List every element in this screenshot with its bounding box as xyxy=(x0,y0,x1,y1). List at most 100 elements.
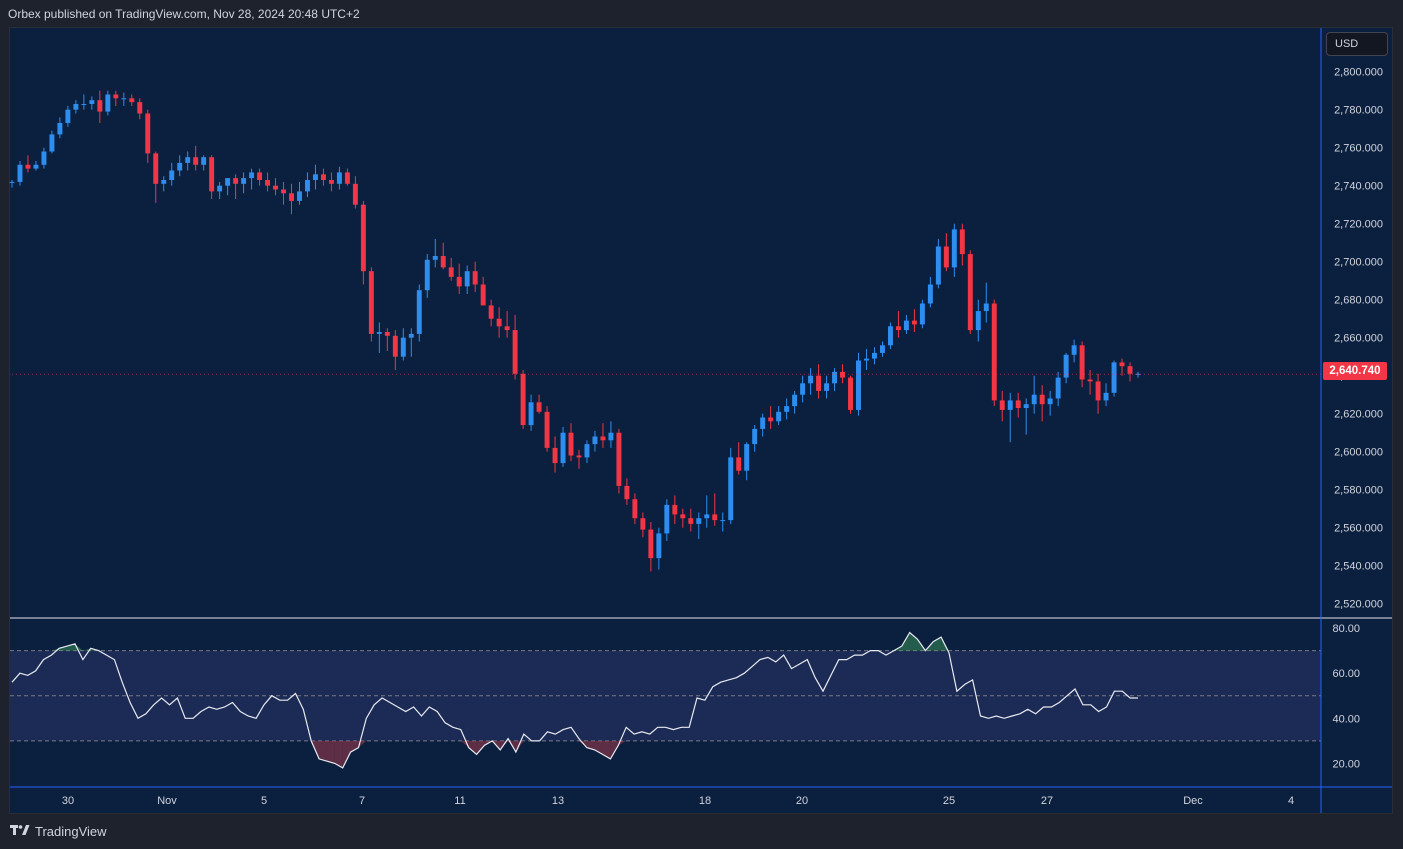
candle[interactable] xyxy=(911,309,917,332)
candle[interactable] xyxy=(816,364,822,399)
rsi-axis[interactable]: 80.00 60.00 40.00 20.00 xyxy=(1332,623,1360,770)
candle[interactable] xyxy=(720,512,726,532)
candle[interactable] xyxy=(688,508,694,532)
candle[interactable] xyxy=(632,493,638,524)
candle[interactable] xyxy=(840,364,846,384)
candle[interactable] xyxy=(97,90,103,123)
candle[interactable] xyxy=(1055,371,1061,407)
candle[interactable] xyxy=(496,307,502,338)
candle[interactable] xyxy=(927,276,933,308)
candle[interactable] xyxy=(895,311,901,338)
candle[interactable] xyxy=(544,406,550,452)
candle[interactable] xyxy=(864,349,869,370)
candle[interactable] xyxy=(416,284,422,342)
candle[interactable] xyxy=(336,166,342,190)
candle[interactable] xyxy=(712,493,718,526)
candle[interactable] xyxy=(265,172,271,192)
candle[interactable] xyxy=(488,299,494,327)
candle[interactable] xyxy=(312,164,318,190)
candle[interactable] xyxy=(784,398,790,420)
currency-button[interactable]: USD xyxy=(1326,32,1388,56)
candle[interactable] xyxy=(273,178,279,196)
candle[interactable] xyxy=(185,151,191,171)
candle[interactable] xyxy=(848,375,853,414)
candle[interactable] xyxy=(480,276,486,306)
candle[interactable] xyxy=(999,390,1005,422)
candle[interactable] xyxy=(440,242,446,270)
candle[interactable] xyxy=(1079,341,1085,388)
candle[interactable] xyxy=(648,522,654,572)
candle[interactable] xyxy=(983,282,989,323)
candle[interactable] xyxy=(560,427,566,467)
candle[interactable] xyxy=(432,238,438,268)
candle[interactable] xyxy=(169,162,175,186)
candle[interactable] xyxy=(384,328,390,351)
candle[interactable] xyxy=(520,370,526,429)
candle[interactable] xyxy=(680,508,686,528)
candle[interactable] xyxy=(145,109,151,163)
candle[interactable] xyxy=(1103,383,1109,407)
candle[interactable] xyxy=(448,257,454,281)
candle[interactable] xyxy=(57,117,63,139)
candle[interactable] xyxy=(105,90,111,116)
candle[interactable] xyxy=(1119,358,1125,376)
candle[interactable] xyxy=(1127,362,1133,382)
candle[interactable] xyxy=(81,94,87,110)
candle[interactable] xyxy=(1095,373,1101,414)
candle[interactable] xyxy=(400,328,406,361)
candle[interactable] xyxy=(664,499,670,541)
candle[interactable] xyxy=(512,314,518,380)
candle[interactable] xyxy=(241,172,247,194)
candle[interactable] xyxy=(728,447,734,524)
candle[interactable] xyxy=(656,527,662,570)
time-axis[interactable]: 30 Nov 5 7 11 13 18 20 25 27 Dec 4 xyxy=(62,795,1294,807)
candle[interactable] xyxy=(201,155,207,171)
candle[interactable] xyxy=(975,299,981,342)
candle[interactable] xyxy=(472,261,478,293)
candle[interactable] xyxy=(832,368,838,391)
candle[interactable] xyxy=(592,430,598,452)
candle[interactable] xyxy=(696,512,702,540)
candle[interactable] xyxy=(1111,360,1117,397)
candle[interactable] xyxy=(193,145,199,171)
candle[interactable] xyxy=(89,96,95,110)
candle[interactable] xyxy=(744,442,750,481)
candle[interactable] xyxy=(456,263,462,294)
candle[interactable] xyxy=(991,299,997,407)
rsi-pane[interactable] xyxy=(10,631,1321,769)
candle[interactable] xyxy=(824,375,830,399)
candle[interactable] xyxy=(257,168,263,186)
candle[interactable] xyxy=(568,423,574,462)
candle[interactable] xyxy=(408,328,414,357)
candle[interactable] xyxy=(536,394,542,414)
candle[interactable] xyxy=(768,406,774,429)
candle[interactable] xyxy=(1031,375,1037,414)
candle[interactable] xyxy=(344,168,350,186)
candle[interactable] xyxy=(792,390,798,414)
price-axis[interactable]: 2,800.000 2,780.000 2,760.000 2,740.000 2,72… xyxy=(1334,67,1383,611)
candle[interactable] xyxy=(1135,371,1141,378)
candle[interactable] xyxy=(129,94,135,106)
candle[interactable] xyxy=(289,183,294,215)
rsi-line[interactable] xyxy=(11,631,1138,769)
candle[interactable] xyxy=(608,421,614,448)
candle[interactable] xyxy=(736,442,742,475)
candle[interactable] xyxy=(209,155,215,199)
candle[interactable] xyxy=(856,352,861,416)
candle[interactable] xyxy=(17,161,23,186)
candle[interactable] xyxy=(304,172,310,198)
candle[interactable] xyxy=(943,233,949,272)
candle[interactable] xyxy=(552,436,558,473)
candle[interactable] xyxy=(360,200,366,285)
price-pane[interactable] xyxy=(9,90,1321,572)
candle[interactable] xyxy=(776,406,782,426)
candle[interactable] xyxy=(704,495,710,528)
candle[interactable] xyxy=(249,168,255,190)
candle[interactable] xyxy=(281,181,286,205)
candle[interactable] xyxy=(871,347,877,365)
candle[interactable] xyxy=(808,368,814,395)
candle[interactable] xyxy=(153,151,159,203)
candle[interactable] xyxy=(879,341,885,357)
candle[interactable] xyxy=(113,90,119,106)
